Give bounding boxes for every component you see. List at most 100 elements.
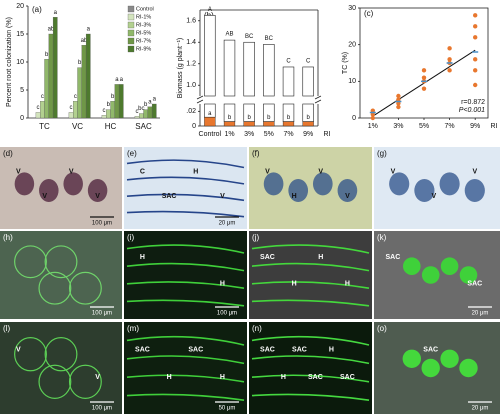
bar — [77, 67, 82, 119]
significance-letter: ab — [48, 27, 55, 33]
bar — [282, 121, 295, 127]
structure — [63, 172, 83, 196]
scatter-point — [473, 82, 478, 88]
structure — [126, 374, 245, 383]
scale-label: 20 μm — [472, 311, 489, 317]
structure — [39, 178, 59, 202]
y-tick-label: 15 — [16, 31, 24, 38]
legend-label: RI-1% — [136, 14, 151, 20]
structure — [126, 244, 245, 254]
annotation: r=0.872 — [461, 99, 485, 106]
structure — [38, 364, 72, 399]
structure — [439, 172, 460, 196]
structure-label: SAC — [188, 346, 203, 353]
y-axis-label: TC (%) — [342, 52, 349, 74]
bar — [302, 121, 314, 127]
bar — [114, 84, 120, 119]
significance-letter: b — [267, 115, 271, 121]
structure-label: SAC — [423, 346, 438, 353]
x-tick-label: 1% — [368, 123, 378, 130]
legend-label: Control — [136, 6, 154, 12]
bar — [151, 103, 157, 119]
panel-label: (f) — [252, 149, 260, 158]
panel-label: (c) — [364, 9, 374, 18]
significance-letter: a — [54, 10, 58, 16]
significance-letter: C — [306, 59, 311, 65]
structure — [44, 337, 78, 372]
structure — [68, 364, 102, 399]
y-tick-label: 1.4 — [186, 39, 196, 46]
structure-label: H — [281, 374, 286, 381]
structure — [251, 355, 370, 365]
structure-label: V — [318, 168, 323, 175]
bar — [118, 84, 124, 119]
scatter-point — [473, 13, 478, 18]
legend-label: RI-7% — [136, 38, 151, 44]
axis-break — [314, 99, 322, 104]
x-axis-label: RI — [491, 123, 498, 130]
bar — [81, 45, 87, 119]
structure-label: V — [16, 168, 21, 175]
significance-letter: b — [228, 115, 232, 121]
structure — [312, 172, 333, 196]
structure-label: V — [432, 193, 437, 200]
structure — [126, 335, 245, 346]
annotation: P<0.001 — [459, 107, 485, 114]
structure — [251, 281, 370, 289]
structure-label: H — [140, 254, 145, 261]
scatter-point — [473, 35, 478, 40]
scatter-point — [447, 46, 452, 51]
structure-label: V — [95, 374, 100, 381]
panel-label: (e) — [127, 149, 137, 158]
structure-label: V — [69, 168, 74, 175]
significance-letter: a — [208, 111, 212, 117]
scatter-point — [447, 68, 452, 73]
significance-letter: b — [306, 115, 310, 121]
y-tick-label: 0 — [20, 115, 24, 122]
scale-label: 20 μm — [472, 406, 489, 412]
legend-label: RI-5% — [136, 30, 151, 36]
micrograph — [249, 322, 372, 414]
significance-letter: a — [87, 27, 91, 33]
scatter-point — [473, 57, 478, 62]
scatter-point — [396, 93, 401, 99]
y-tick-label: 0 — [352, 115, 356, 122]
structure — [126, 281, 245, 289]
micrograph — [0, 231, 122, 319]
structure — [38, 271, 72, 305]
legend-swatch — [127, 5, 135, 13]
significance-letter: c — [136, 109, 139, 115]
significance-letter: A — [208, 7, 212, 13]
panel-label: (k) — [377, 233, 387, 242]
scatter-point — [447, 57, 452, 62]
axis-break — [196, 99, 204, 104]
bar — [35, 112, 41, 119]
scatter-point — [421, 75, 427, 80]
y-tick-label: 0 — [192, 123, 196, 130]
bar — [40, 101, 45, 119]
structure — [251, 374, 370, 383]
significance-letter: BC — [265, 36, 274, 42]
structure — [126, 176, 245, 185]
y-tick-label: 20 — [348, 42, 356, 49]
structure — [251, 299, 370, 307]
panel-label: (j) — [252, 233, 259, 242]
significance-letter: b — [45, 52, 49, 58]
structure — [251, 262, 370, 272]
structure-label: SAC — [162, 193, 177, 200]
significance-letter: C — [286, 59, 291, 65]
axis-break — [314, 95, 322, 100]
bar — [101, 115, 107, 119]
structure-label: V — [472, 168, 477, 175]
x-tick-label: 9% — [470, 123, 480, 130]
structure-label: H — [193, 168, 198, 175]
structure — [440, 257, 459, 276]
significance-letter: AB — [225, 32, 233, 38]
structure — [87, 178, 108, 202]
significance-letter: c — [74, 94, 77, 100]
legend-swatch — [127, 13, 135, 21]
panel-label: (a) — [32, 5, 42, 14]
bar — [243, 121, 255, 127]
bar — [204, 15, 216, 97]
